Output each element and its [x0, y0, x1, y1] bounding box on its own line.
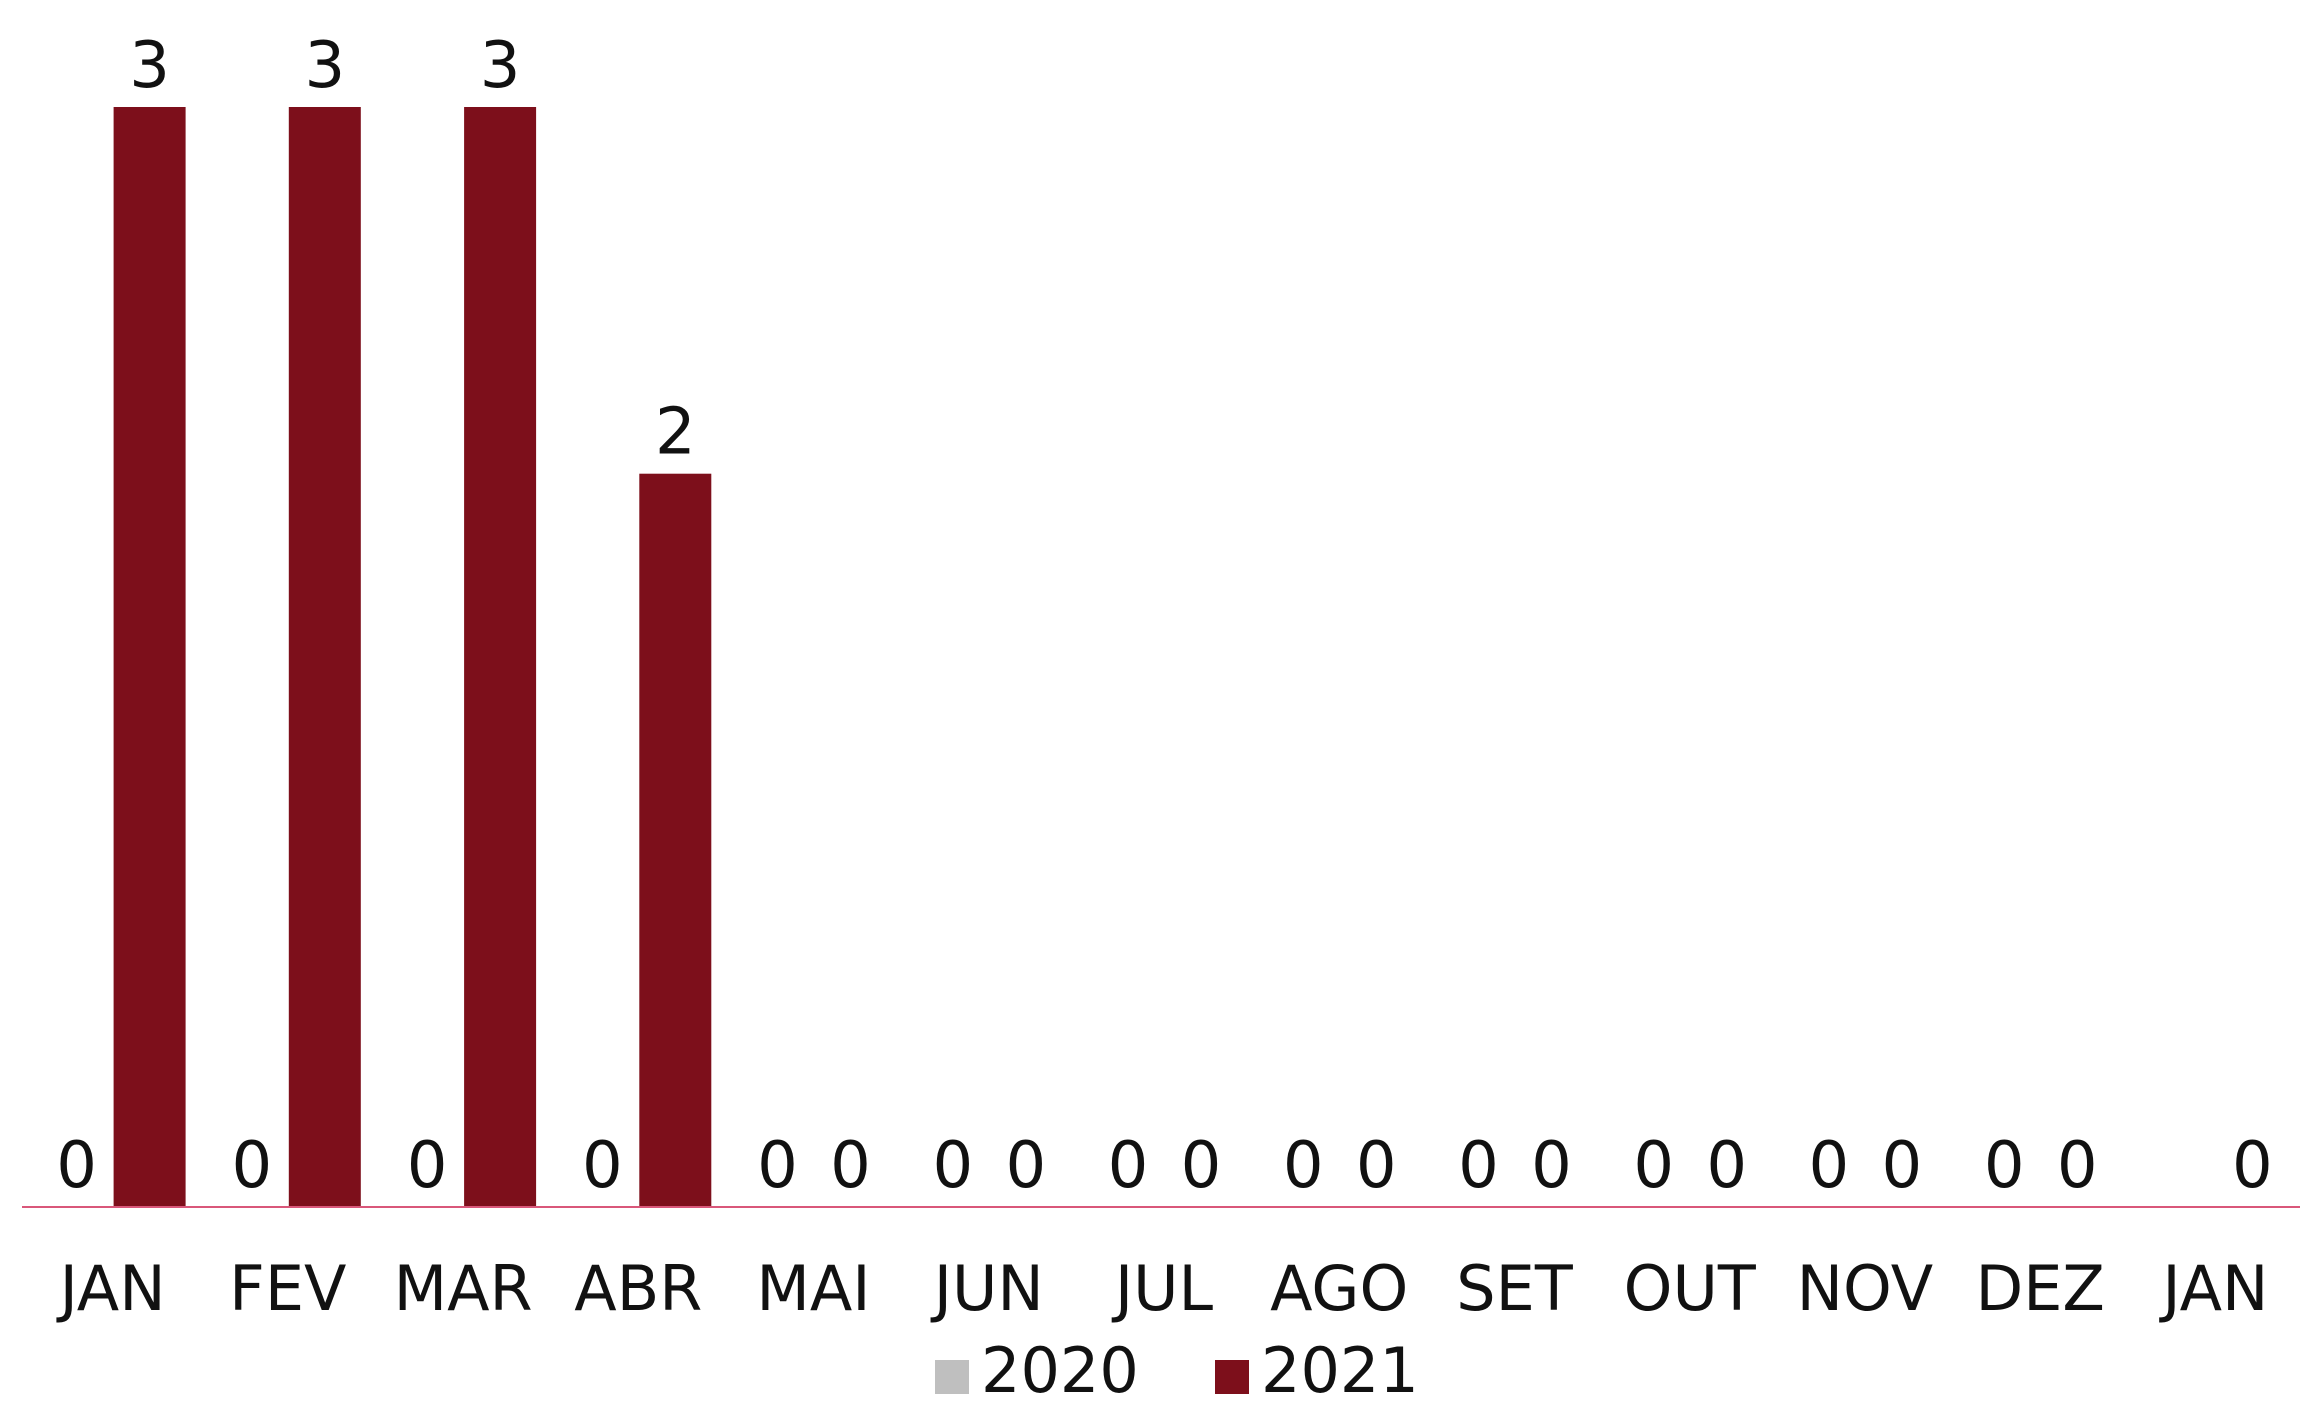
bar-2021-abr-3	[639, 473, 712, 1207]
data-label-2020-11: 0	[1984, 1129, 2025, 1203]
bar-2021-mar-2	[464, 107, 537, 1207]
data-label-2021-11: 0	[2057, 1129, 2098, 1203]
data-label-2021-12: 0	[2232, 1129, 2273, 1203]
legend: 2020 2021	[935, 1334, 1419, 1407]
data-label-2020-0: 0	[56, 1129, 97, 1203]
data-label-2020-8: 0	[1458, 1129, 1499, 1203]
x-tick-label-0: JAN	[56, 1252, 166, 1325]
data-label-2020-10: 0	[1809, 1129, 1850, 1203]
legend-label-2020: 2020	[981, 1334, 1139, 1407]
data-label-2020-6: 0	[1108, 1129, 1149, 1203]
data-label-2021-9: 0	[1706, 1129, 1747, 1203]
x-tick-label-9: OUT	[1624, 1252, 1757, 1325]
data-label-2021-10: 0	[1882, 1129, 1923, 1203]
x-tick-label-3: ABR	[574, 1252, 702, 1325]
data-label-2021-6: 0	[1181, 1129, 1222, 1203]
data-label-2020-5: 0	[932, 1129, 973, 1203]
data-label-2021-0: 3	[129, 29, 170, 103]
data-label-2020-2: 0	[407, 1129, 448, 1203]
x-tick-label-1: FEV	[229, 1252, 346, 1325]
data-label-2020-3: 0	[582, 1129, 623, 1203]
data-label-2021-7: 0	[1356, 1129, 1397, 1203]
x-tick-label-4: MAI	[756, 1252, 870, 1325]
x-tick-label-6: JUL	[1111, 1252, 1214, 1325]
x-tick-label-12: JAN	[2158, 1252, 2268, 1325]
data-label-2020-4: 0	[757, 1129, 798, 1203]
bar-2021-fev-1	[288, 107, 361, 1207]
data-label-2021-3: 2	[655, 396, 696, 470]
x-tick-label-2: MAR	[394, 1252, 533, 1325]
data-label-2021-1: 3	[304, 29, 345, 103]
bar-2021-jan-0	[113, 107, 186, 1207]
legend-swatch-2020	[935, 1360, 969, 1394]
bars-layer	[113, 107, 712, 1207]
data-label-2021-5: 0	[1005, 1129, 1046, 1203]
legend-label-2021: 2021	[1261, 1334, 1419, 1407]
data-label-2021-2: 3	[480, 29, 521, 103]
x-tick-label-8: SET	[1456, 1252, 1574, 1325]
x-tick-label-11: DEZ	[1976, 1252, 2105, 1325]
x-tick-label-10: NOV	[1797, 1252, 1934, 1325]
data-label-2020-7: 0	[1283, 1129, 1324, 1203]
legend-swatch-2021	[1215, 1360, 1249, 1394]
x-tick-label-5: JUN	[930, 1252, 1044, 1325]
data-label-2020-1: 0	[231, 1129, 272, 1203]
data-label-2021-8: 0	[1531, 1129, 1572, 1203]
data-label-2021-4: 0	[830, 1129, 871, 1203]
x-axis-ticks: JAN FEV MAR ABR MAI JUN JUL AGO SET OUT NOV DEZ JAN	[56, 1252, 2269, 1325]
x-tick-label-7: AGO	[1270, 1252, 1408, 1325]
data-label-2020-9: 0	[1633, 1129, 1674, 1203]
